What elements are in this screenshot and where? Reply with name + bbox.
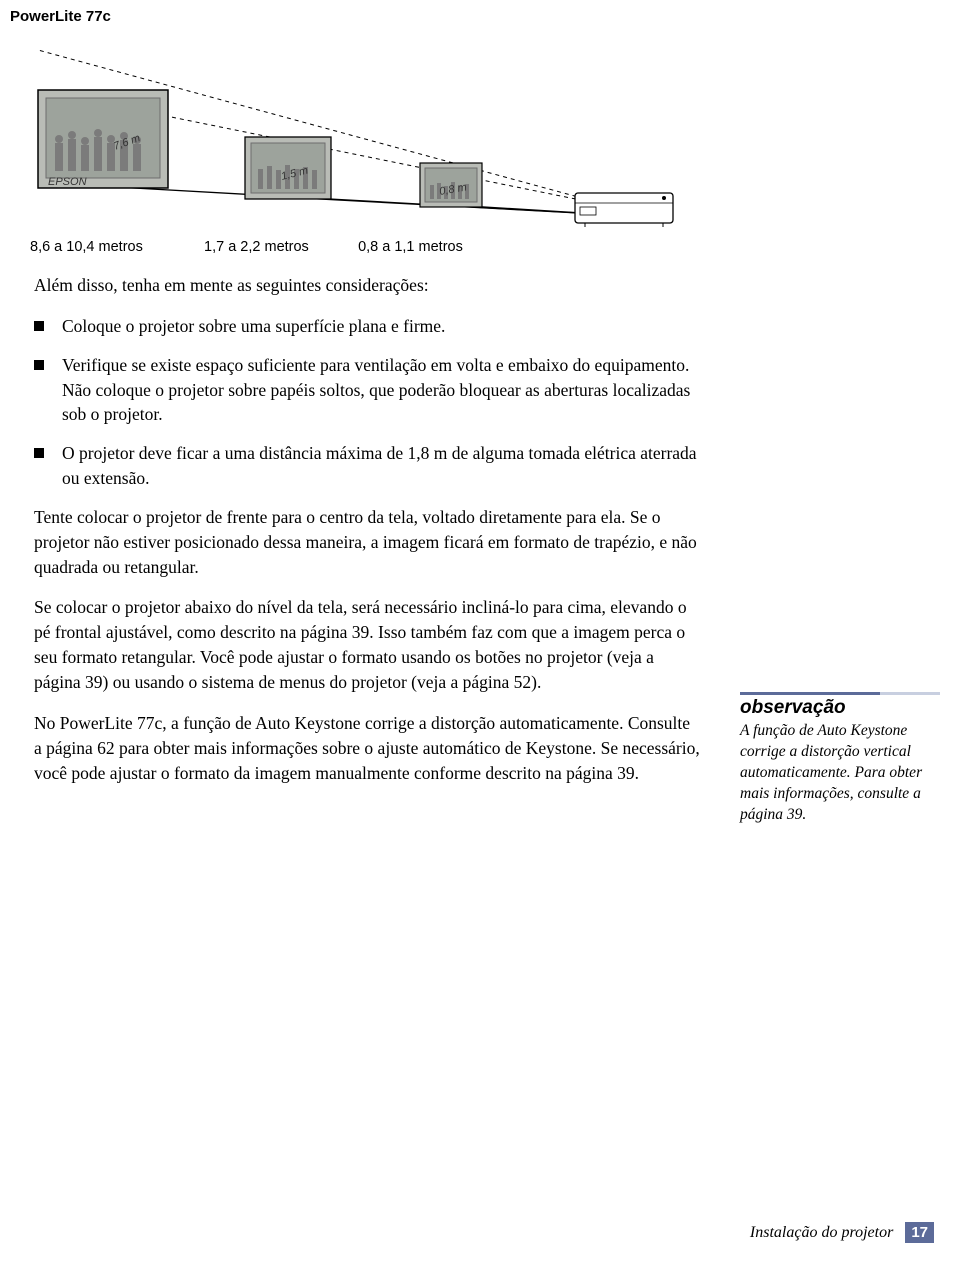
- intro-paragraph: Além disso, tenha em mente as seguintes …: [34, 273, 700, 298]
- sidebar-note: observação A função de Auto Keystone cor…: [740, 692, 940, 826]
- range-label-3: 0,8 a 1,1 metros: [358, 239, 463, 255]
- range-label-2: 1,7 a 2,2 metros: [204, 239, 354, 255]
- sidebar-rule: [740, 692, 940, 695]
- list-item: O projetor deve ficar a uma distância má…: [34, 441, 700, 491]
- list-item: Coloque o projetor sobre uma superfície …: [34, 314, 700, 339]
- body-paragraph-3: No PowerLite 77c, a função de Auto Keyst…: [34, 711, 700, 786]
- distance-range-labels: 8,6 a 10,4 metros 1,7 a 2,2 metros 0,8 a…: [0, 239, 960, 255]
- distance-diagram: EPSON: [20, 35, 720, 235]
- page-footer: Instalação do projetor 17: [750, 1222, 934, 1243]
- sidebar-body: A função de Auto Keystone corrige a dist…: [740, 721, 940, 826]
- considerations-list: Coloque o projetor sobre uma superfície …: [34, 314, 700, 491]
- svg-text:EPSON: EPSON: [48, 176, 87, 188]
- range-label-1: 8,6 a 10,4 metros: [30, 239, 200, 255]
- footer-section: Instalação do projetor: [750, 1224, 893, 1241]
- list-item: Verifique se existe espaço suficiente pa…: [34, 353, 700, 428]
- page-header-title: PowerLite 77c: [0, 0, 960, 25]
- sidebar-title: observação: [740, 697, 940, 719]
- body-paragraph-1: Tente colocar o projetor de frente para …: [34, 505, 700, 580]
- footer-page-number: 17: [905, 1222, 934, 1243]
- main-content: Além disso, tenha em mente as seguintes …: [0, 255, 700, 785]
- body-paragraph-2: Se colocar o projetor abaixo do nível da…: [34, 595, 700, 694]
